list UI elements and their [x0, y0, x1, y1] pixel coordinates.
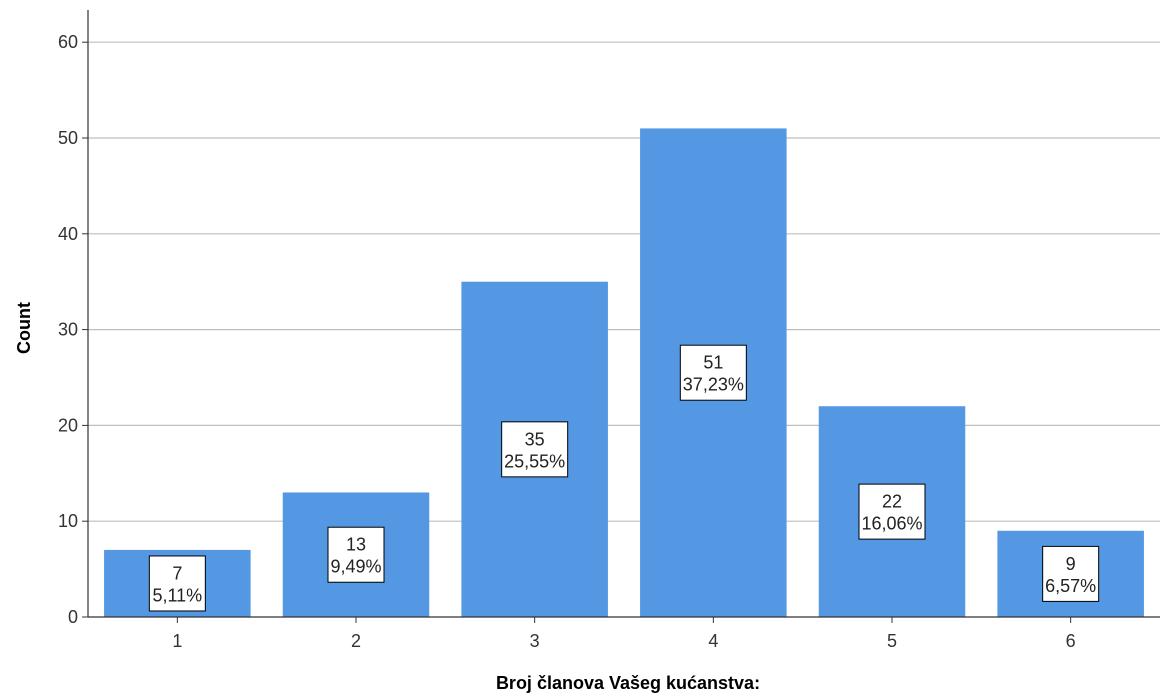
x-tick-label: 4	[708, 631, 718, 651]
data-label-percent: 16,06%	[861, 514, 922, 534]
data-label-count: 9	[1066, 554, 1076, 574]
data-label-percent: 37,23%	[683, 375, 744, 395]
y-tick-label: 60	[58, 32, 78, 52]
data-label-box	[858, 483, 926, 540]
y-tick-label: 0	[68, 607, 78, 627]
data-label-count: 7	[172, 563, 182, 583]
y-tick-label: 10	[58, 511, 78, 531]
data-label-percent: 25,55%	[504, 451, 565, 471]
data-label-count: 22	[882, 492, 902, 512]
x-tick-label: 6	[1066, 631, 1076, 651]
x-tick-label: 2	[351, 631, 361, 651]
x-tick-labels: 1 2 3 4 5 6	[172, 631, 1075, 651]
data-label-count: 13	[346, 535, 366, 555]
data-label: 139,49%	[327, 526, 385, 583]
y-tick-label: 20	[58, 415, 78, 435]
data-label-percent: 5,11%	[152, 585, 202, 605]
x-axis-title: Broj članova Vašeg kućanstva:	[496, 673, 760, 693]
data-label-box	[148, 555, 206, 612]
data-label: 96,57%	[1042, 545, 1100, 602]
data-label-count: 51	[703, 353, 723, 373]
axes	[82, 10, 1160, 623]
y-tick-labels: 0 10 20 30 40 50 60	[58, 32, 78, 627]
y-tick-label: 50	[58, 128, 78, 148]
gridlines	[88, 41, 1160, 522]
bars	[104, 128, 1144, 618]
data-label-box	[501, 421, 569, 478]
y-tick-label: 40	[58, 224, 78, 244]
data-label-box	[1042, 545, 1100, 602]
data-label-percent: 6,57%	[1045, 576, 1096, 596]
data-label-percent: 9,49%	[330, 557, 381, 577]
x-tick-label: 1	[172, 631, 182, 651]
data-label-box	[679, 344, 747, 401]
data-label-box	[327, 526, 385, 583]
y-tick-label: 30	[58, 320, 78, 340]
x-tick-label: 3	[530, 631, 540, 651]
data-label: 75,11%	[148, 555, 206, 612]
y-axis-title: Count	[14, 302, 34, 354]
data-label-count: 35	[525, 429, 545, 449]
x-tick-label: 5	[887, 631, 897, 651]
